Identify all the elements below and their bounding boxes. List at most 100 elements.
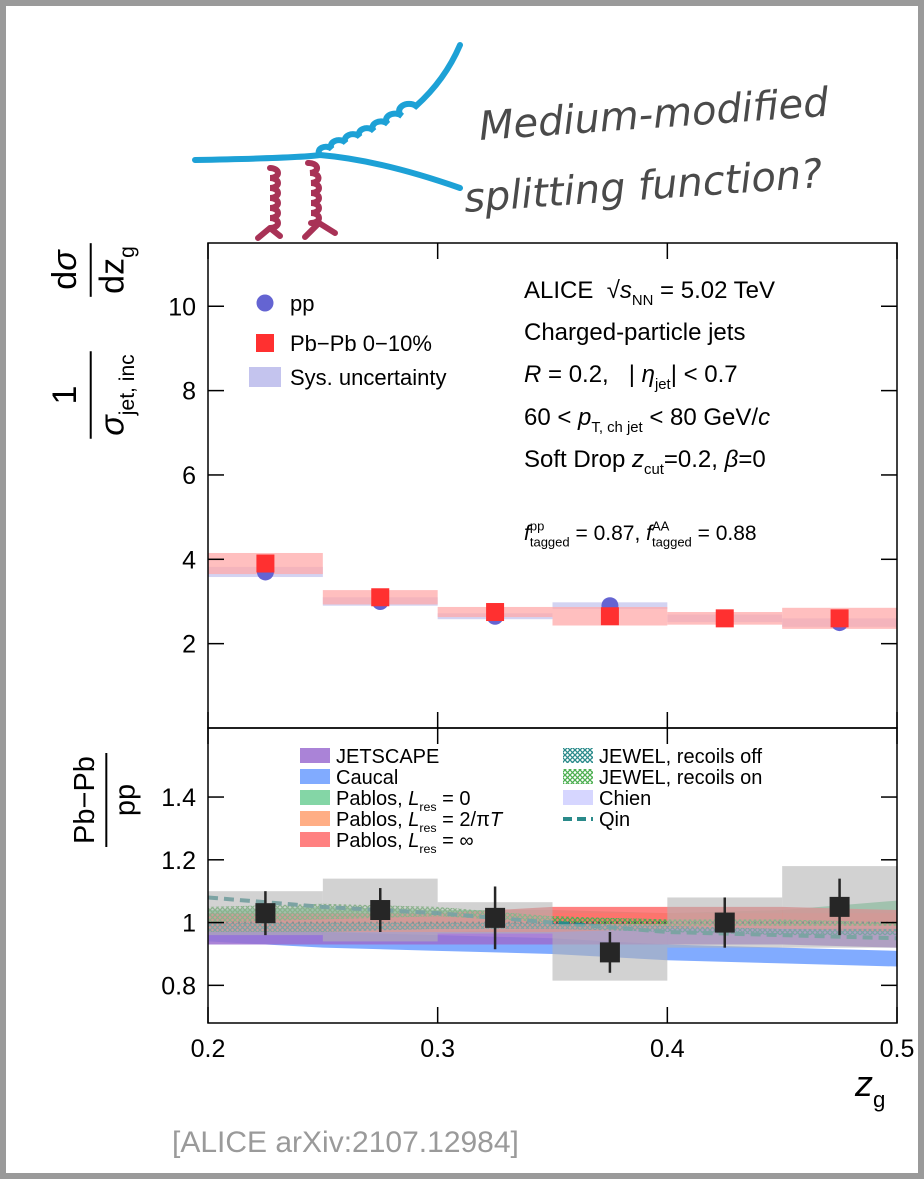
text-part: = 0.87,: [570, 522, 646, 545]
legend-marker: [563, 748, 593, 763]
text-part: 60 <: [524, 404, 578, 431]
text-part: = ∞: [437, 830, 474, 852]
data-point: [371, 588, 390, 607]
legend-marker: [300, 832, 330, 847]
text-part: T: [490, 809, 504, 831]
text-part: f: [646, 522, 654, 545]
text-part: = 2/π: [437, 809, 490, 831]
y-tick-label: 1.4: [161, 784, 196, 812]
legend-label: pp: [290, 291, 314, 316]
text-part: L: [408, 830, 419, 852]
annotation: R = 0.2, | ηjet| < 0.7: [524, 361, 738, 393]
text-part: Soft Drop: [524, 446, 632, 473]
legend-label: Qin: [599, 809, 630, 831]
text-part: Charged-particle jets: [524, 319, 745, 346]
text-part: jet, inc: [116, 354, 139, 416]
text-part: = 0.2, |: [541, 361, 641, 388]
x-tick-label: 0.5: [880, 1035, 915, 1063]
text-part: tagged: [652, 534, 692, 549]
y-tick-label: 10: [168, 293, 196, 321]
text-part: = 0: [437, 788, 471, 810]
text-part: =0.2,: [664, 446, 725, 473]
text-part: = 5.02 TeV: [653, 277, 775, 304]
legend-label: Pb−Pb 0−10%: [290, 331, 432, 356]
data-point: [829, 896, 850, 917]
plot-frame: [207, 727, 898, 1024]
data-point: [714, 912, 735, 933]
text-part: tagged: [530, 534, 570, 549]
text-part: res: [419, 800, 436, 814]
text-part: z: [631, 446, 644, 473]
annotation: Charged-particle jets: [524, 319, 745, 346]
text-part: res: [419, 842, 436, 856]
text-part: 1: [46, 386, 84, 405]
fraction-denominator: dzg: [94, 246, 139, 294]
text-part: res: [419, 821, 436, 835]
text-part: = 0.88: [692, 522, 757, 545]
data-point: [370, 900, 391, 921]
text-part: η: [642, 361, 655, 388]
text-part: Pablos,: [336, 809, 408, 831]
annotation: 60 < pT, ch jet < 80 GeV/c: [524, 404, 770, 436]
text-part: pp: [109, 784, 141, 816]
text-part: Pablos,: [336, 830, 408, 852]
annotation: ALICE √sNN = 5.02 TeV: [524, 277, 775, 309]
legend-marker: [300, 748, 330, 763]
y-tick-label: 8: [182, 378, 196, 406]
data-point: [485, 907, 506, 928]
data-point: [599, 942, 620, 963]
legend-label: Sys. uncertainty: [290, 365, 447, 390]
gluon-branch: [315, 42, 463, 158]
legend-label: Pablos, Lres = ∞: [336, 830, 474, 856]
fraction-numerator: Pb−Pb: [69, 756, 101, 844]
text-part: g: [873, 1087, 885, 1112]
data-point: [715, 609, 734, 628]
y-tick-label: 1: [182, 910, 196, 938]
legend-marker: [300, 790, 330, 805]
annotation: Soft Drop zcut=0.2, β=0: [524, 446, 766, 478]
legend-marker: [563, 790, 593, 805]
data-point: [830, 609, 849, 628]
text-part: cut: [644, 462, 665, 478]
text-part: c: [758, 404, 770, 431]
text-part: L: [408, 809, 419, 831]
legend-label: Pablos, Lres = 0: [336, 788, 471, 814]
text-part: s: [620, 277, 632, 304]
y-tick-label: 0.8: [161, 972, 196, 1000]
feynman-sketch: [192, 42, 463, 241]
text-part: β: [724, 446, 739, 473]
text-part: jet: [654, 377, 672, 393]
fraction-numerator: dσ: [46, 249, 84, 290]
legend-marker: [256, 294, 274, 312]
citation: [ALICE arXiv:2107.12984]: [172, 1126, 519, 1159]
text-part: AA: [652, 519, 670, 534]
fraction-denominator: σjet, inc: [94, 354, 139, 435]
text-part: < 80 GeV/: [643, 404, 759, 431]
data-point: [600, 607, 619, 626]
text-part: f: [524, 522, 532, 545]
fraction-denominator: pp: [109, 784, 141, 816]
fraction-numerator: 1: [46, 386, 84, 405]
data-point: [486, 603, 505, 622]
legend-label: Chien: [599, 788, 651, 810]
y-tick-label: 4: [182, 546, 196, 574]
text-part: g: [116, 246, 139, 258]
text-part: R: [524, 361, 541, 388]
text-part: σ: [46, 249, 84, 271]
text-part: dz: [94, 258, 132, 294]
text-part: d: [46, 271, 84, 290]
legend-label: JEWEL, recoils on: [599, 767, 762, 789]
text-part: pp: [530, 519, 544, 534]
legend-label: JEWEL, recoils off: [599, 746, 762, 768]
text-part: σ: [94, 414, 132, 436]
text-part: =0: [738, 446, 765, 473]
y-tick-label: 1.2: [161, 847, 196, 875]
data-point: [256, 554, 275, 573]
text-part: Pb−Pb: [69, 756, 101, 844]
text-part: T, ch jet: [591, 420, 643, 436]
data-point: [255, 903, 276, 924]
annotation: fpp tagged = 0.87, fAA tagged = 0.88: [524, 519, 757, 550]
